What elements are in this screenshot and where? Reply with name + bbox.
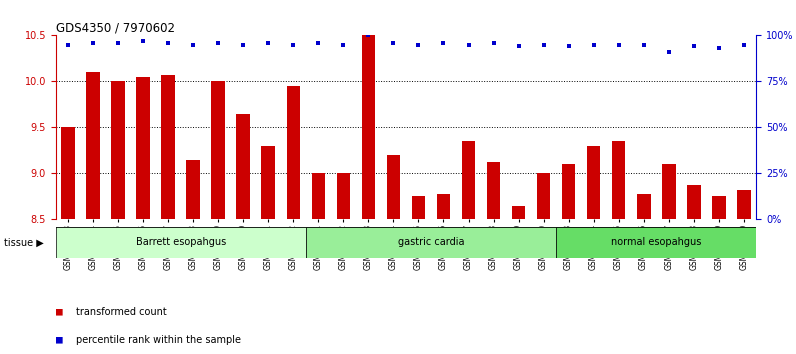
Point — [62, 42, 75, 47]
Point — [562, 44, 575, 49]
Bar — [537, 173, 550, 219]
Bar — [212, 81, 225, 219]
Point — [712, 45, 725, 51]
Point — [662, 49, 675, 55]
Bar — [661, 164, 676, 219]
Point — [162, 40, 174, 46]
Bar — [86, 72, 100, 219]
Bar — [56, 227, 306, 258]
Bar — [162, 75, 175, 219]
Point — [237, 42, 250, 47]
Bar — [637, 194, 650, 219]
Point — [737, 42, 750, 47]
Point — [137, 38, 150, 44]
Point — [687, 44, 700, 49]
Point — [638, 42, 650, 47]
Bar — [186, 160, 200, 219]
Bar — [61, 127, 75, 219]
Bar — [287, 86, 300, 219]
Text: tissue ▶: tissue ▶ — [4, 238, 44, 247]
Text: Barrett esopahgus: Barrett esopahgus — [135, 238, 226, 247]
Point — [437, 40, 450, 46]
Bar — [462, 141, 475, 219]
Bar — [337, 173, 350, 219]
Point — [287, 42, 300, 47]
Point — [362, 33, 375, 38]
Bar — [111, 81, 125, 219]
Text: ■: ■ — [56, 307, 69, 316]
Bar — [261, 146, 275, 219]
Point — [312, 40, 325, 46]
Bar — [486, 162, 501, 219]
Text: GDS4350 / 7970602: GDS4350 / 7970602 — [56, 21, 174, 34]
Point — [112, 40, 125, 46]
Point — [337, 42, 349, 47]
Bar — [512, 206, 525, 219]
Point — [87, 40, 100, 46]
Bar — [387, 155, 400, 219]
Point — [387, 40, 400, 46]
Text: percentile rank within the sample: percentile rank within the sample — [76, 335, 240, 345]
Bar — [306, 227, 556, 258]
Text: ■: ■ — [56, 335, 69, 345]
Point — [462, 42, 475, 47]
Point — [587, 42, 600, 47]
Bar — [556, 227, 756, 258]
Bar — [136, 77, 150, 219]
Point — [187, 42, 200, 47]
Bar — [737, 190, 751, 219]
Point — [537, 42, 550, 47]
Point — [487, 40, 500, 46]
Bar — [436, 194, 451, 219]
Text: gastric cardia: gastric cardia — [398, 238, 464, 247]
Bar — [236, 114, 250, 219]
Point — [612, 42, 625, 47]
Bar — [587, 146, 600, 219]
Point — [512, 44, 525, 49]
Point — [262, 40, 275, 46]
Point — [212, 40, 224, 46]
Bar — [311, 173, 326, 219]
Text: normal esopahgus: normal esopahgus — [611, 238, 701, 247]
Bar — [562, 164, 576, 219]
Bar — [412, 196, 425, 219]
Point — [412, 42, 425, 47]
Bar — [361, 35, 375, 219]
Bar — [687, 184, 700, 219]
Bar — [611, 141, 626, 219]
Text: transformed count: transformed count — [76, 307, 166, 316]
Bar — [712, 196, 725, 219]
